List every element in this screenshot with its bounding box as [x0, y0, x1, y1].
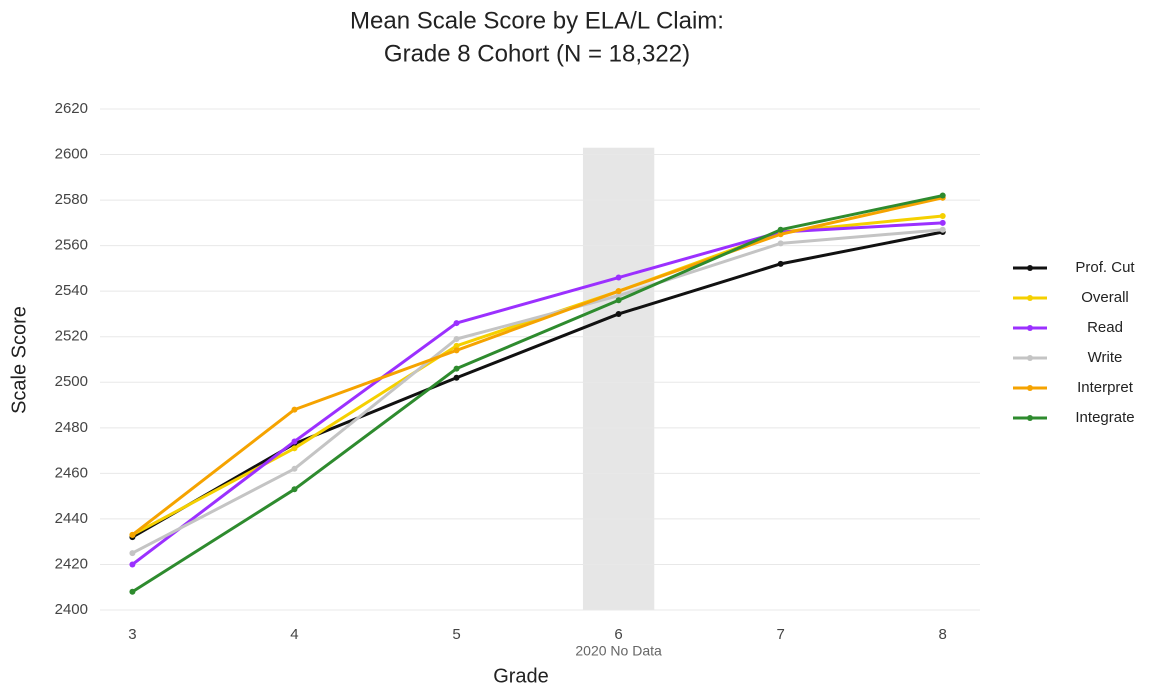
point [615, 292, 622, 299]
legend-marker [1027, 265, 1033, 271]
y-axis-title: Scale Score [8, 306, 30, 414]
point [291, 465, 298, 472]
y-tick-label: 2460 [55, 464, 88, 481]
point [777, 260, 784, 267]
legend-marker [1027, 385, 1033, 391]
series-line [131, 214, 943, 537]
x-tick-label: 3 [128, 626, 136, 643]
point [453, 374, 460, 381]
legend-label: Read [1087, 319, 1123, 336]
y-tick-label: 2420 [55, 555, 88, 572]
series-line [131, 230, 944, 539]
annotation: 2020 No Data [575, 643, 662, 659]
point [453, 320, 460, 327]
point [129, 561, 136, 568]
point [453, 365, 460, 372]
x-tick-label: 7 [776, 626, 784, 643]
x-tick-label: 6 [614, 626, 622, 643]
point [129, 531, 136, 538]
point [291, 486, 298, 493]
point [939, 226, 946, 233]
point [129, 588, 136, 595]
legend-label: Integrate [1075, 409, 1134, 426]
plot [129, 192, 946, 595]
y-tick-label: 2400 [55, 601, 88, 618]
legend-label: Overall [1081, 289, 1129, 306]
y-tick-label: 2560 [55, 237, 88, 254]
point [291, 438, 298, 445]
y-tick-label: 2480 [55, 419, 88, 436]
x-tick-label: 4 [290, 626, 298, 643]
point [291, 445, 298, 452]
point [777, 240, 784, 247]
point [777, 226, 784, 233]
point [939, 213, 946, 220]
series-line [131, 194, 944, 594]
point [939, 192, 946, 199]
x-axis-title: Grade [493, 665, 549, 687]
legend-marker [1027, 295, 1033, 301]
x-tick-label: 8 [939, 626, 947, 643]
y-tick-label: 2600 [55, 146, 88, 163]
point [453, 336, 460, 343]
legend: Prof. Cut Overall Read Write Interpret Integr… [1013, 259, 1135, 426]
point [129, 550, 136, 557]
x-tick-label: 5 [452, 626, 460, 643]
point [453, 347, 460, 354]
legend-label: Prof. Cut [1075, 259, 1135, 276]
chart-title: Grade 8 Cohort (N = 18,322) [384, 40, 690, 67]
chart-title: Mean Scale Score by ELA/L Claim: [350, 7, 724, 34]
point [939, 219, 946, 226]
point [777, 231, 784, 238]
shaded-region [582, 147, 655, 611]
series-line [131, 221, 943, 566]
y-tick-label: 2540 [55, 282, 88, 299]
legend-marker [1027, 325, 1033, 331]
point [615, 297, 622, 304]
point [615, 288, 622, 295]
legend-marker [1027, 415, 1033, 421]
series-line [131, 228, 943, 555]
y-tick-label: 2500 [55, 373, 88, 390]
point [615, 274, 622, 281]
legend-label: Write [1088, 349, 1123, 366]
y-tick-label: 2520 [55, 328, 88, 345]
series-line [131, 196, 944, 537]
y-tick-label: 2580 [55, 191, 88, 208]
y-tick-label: 2440 [55, 510, 88, 527]
legend-label: Interpret [1077, 379, 1134, 396]
legend-marker [1027, 355, 1033, 361]
point [453, 342, 460, 349]
point [291, 406, 298, 413]
grid: 2020 No Data 2400 2420 2440 2460 2480 2500 2520… [55, 100, 980, 659]
point [615, 310, 622, 317]
y-tick-label: 2620 [55, 100, 88, 117]
